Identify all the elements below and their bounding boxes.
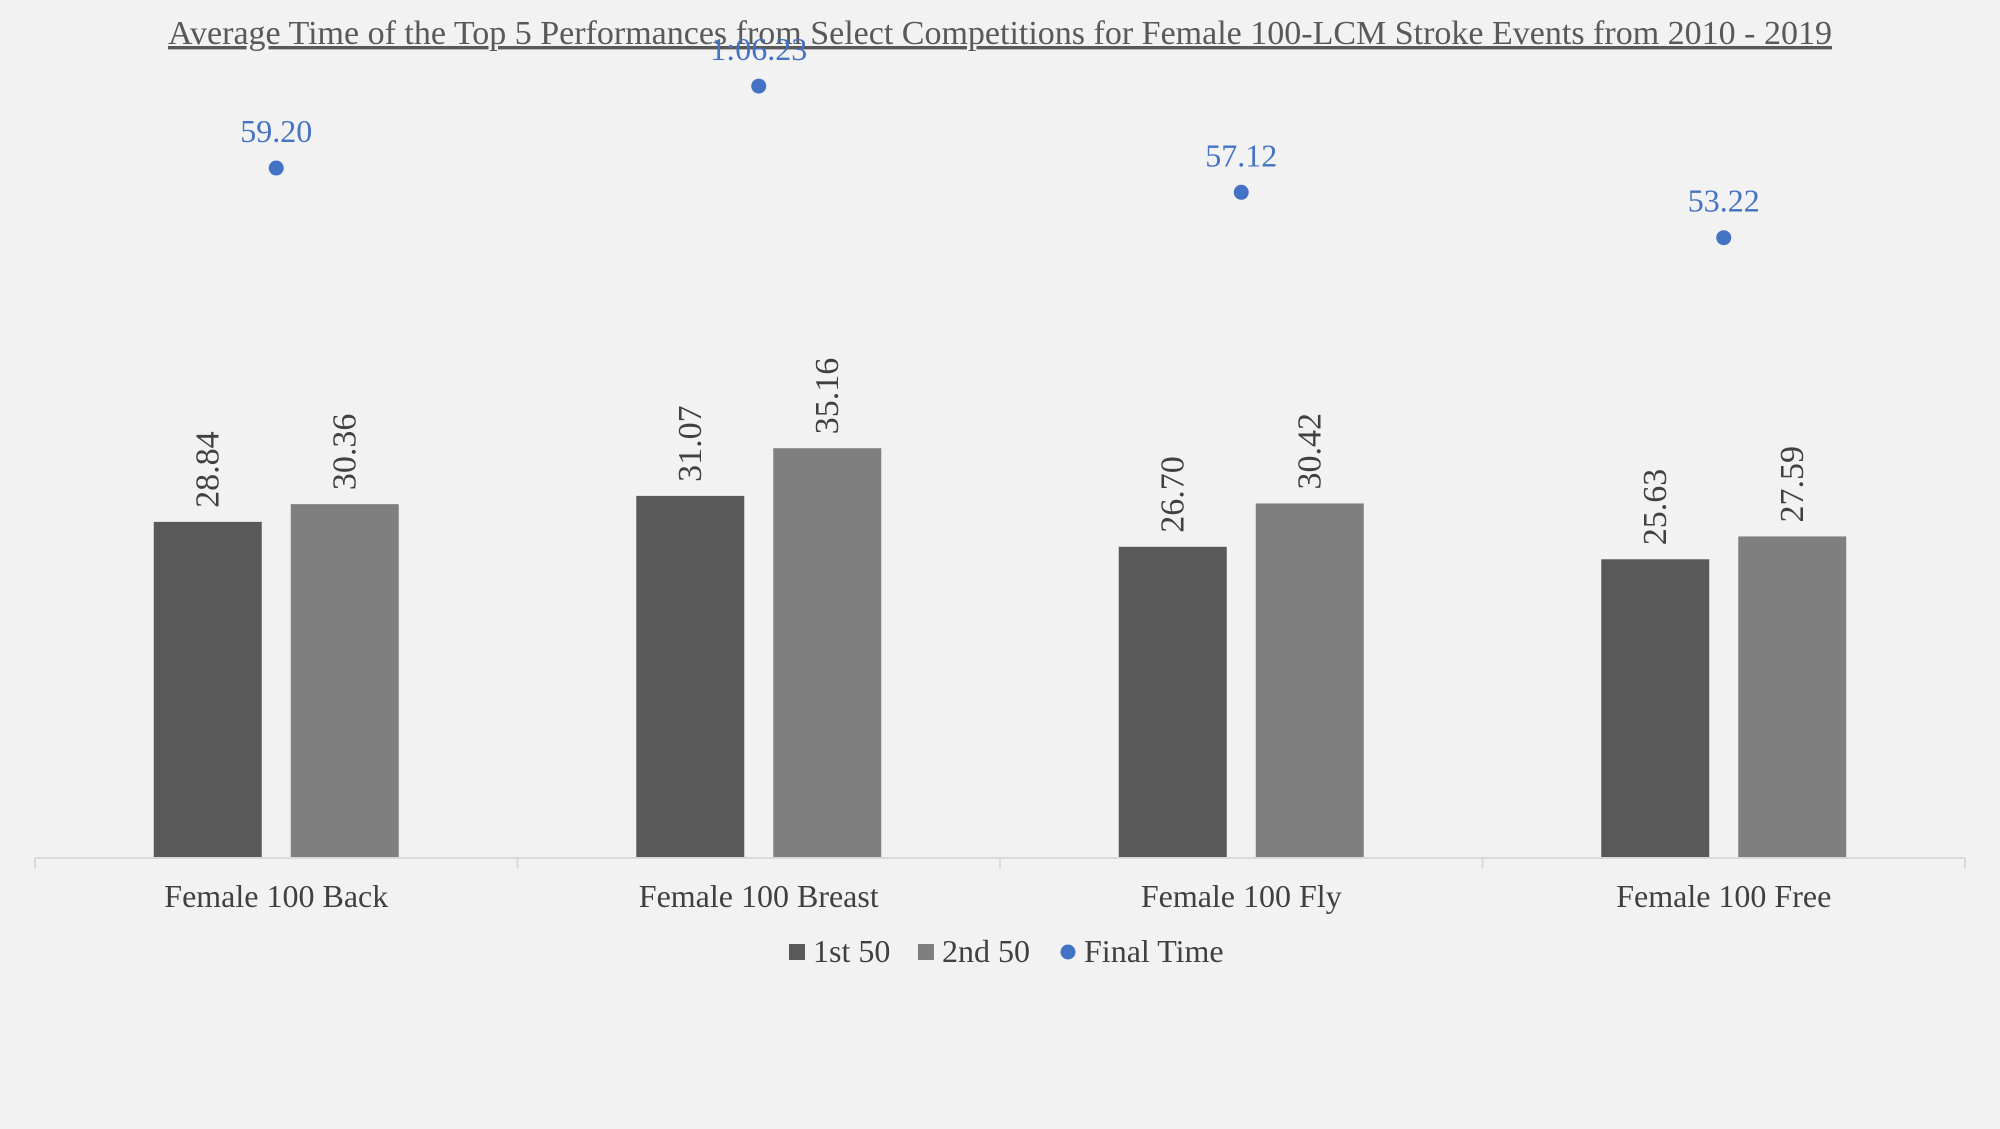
final-time-label: 59.20 [240, 113, 312, 149]
bar-1-3 [1118, 546, 1227, 858]
bar-data-label: 28.84 [190, 431, 227, 508]
legend-label-3: Final Time [1084, 933, 1224, 969]
bar-1-2 [636, 495, 745, 858]
x-axis: Female 100 Back Female 100 Breast Female 1… [34, 857, 1966, 914]
category-label: Female 100 Breast [639, 878, 879, 914]
legend-swatch-2 [918, 944, 934, 960]
bar-1-1 [153, 521, 262, 858]
final-time-label: 53.22 [1688, 183, 1760, 219]
bar-data-label: 25.63 [1637, 469, 1674, 546]
bar-data-label: 30.36 [327, 414, 364, 491]
legend-swatch-3 [1060, 944, 1076, 960]
category-label: Female 100 Fly [1141, 878, 1342, 914]
plot-area: 28.84 30.36 59.20 31.07 35.16 1:06.23 26.70 30.… [153, 31, 1847, 858]
bar-2-4 [1738, 536, 1847, 858]
final-time-label: 1:06.23 [710, 31, 807, 67]
legend: 1st 50 2nd 50 Final Time [789, 933, 1224, 969]
bar-2-1 [290, 504, 399, 858]
chart-title: Average Time of the Top 5 Performances f… [168, 15, 1832, 52]
bar-data-label: 26.70 [1155, 456, 1192, 533]
legend-label-2: 2nd 50 [942, 933, 1030, 969]
bar-2-3 [1255, 503, 1364, 858]
bar-1-4 [1601, 559, 1710, 858]
final-time-label: 57.12 [1205, 137, 1277, 173]
final-time-point [268, 160, 284, 176]
bar-data-label: 27.59 [1774, 446, 1811, 523]
legend-swatch-1 [789, 944, 805, 960]
category-label: Female 100 Free [1616, 878, 1831, 914]
bar-data-label: 30.42 [1292, 413, 1329, 490]
category-label: Female 100 Back [164, 878, 388, 914]
final-time-point [1233, 184, 1249, 200]
final-time-point [751, 78, 767, 94]
bar-data-label: 35.16 [809, 358, 846, 435]
final-time-point [1716, 230, 1732, 246]
legend-label-1: 1st 50 [813, 933, 890, 969]
bar-2-2 [773, 448, 882, 858]
bar-data-label: 31.07 [672, 405, 709, 482]
